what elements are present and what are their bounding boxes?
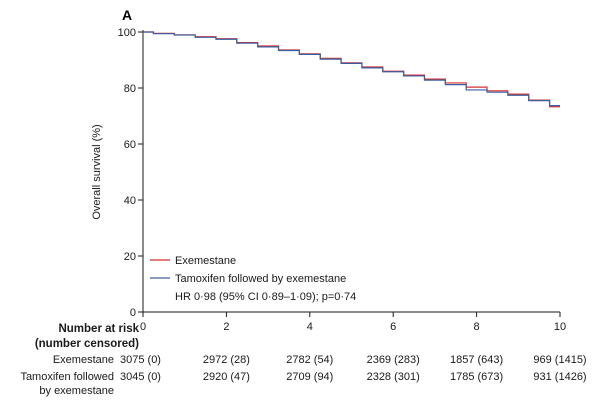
plot-axes (142, 30, 560, 313)
risk-cell: 1785 (673) (450, 371, 503, 383)
risk-cell: 2920 (47) (203, 371, 250, 383)
number-at-risk-table: Number at risk (number censored) Exemestan… (20, 323, 586, 397)
series-lines (143, 31, 560, 108)
panel-label: A (122, 7, 132, 23)
risk-cell: 2972 (28) (203, 354, 250, 366)
x-tick-label: 2 (223, 321, 229, 333)
risk-table-title: Number at risk (58, 323, 139, 335)
risk-cell: 2328 (301) (367, 371, 420, 383)
risk-cell: 2782 (54) (286, 354, 333, 366)
series-line-2 (143, 31, 560, 107)
risk-cell: 2709 (94) (286, 371, 333, 383)
risk-cell: 969 (1415) (533, 354, 586, 366)
y-axis-ticks: 0 20 40 60 80 100 (118, 27, 143, 319)
x-tick-label: 4 (307, 321, 313, 333)
y-tick-label: 0 (130, 307, 136, 319)
x-tick-label: 8 (474, 321, 480, 333)
risk-row-label: Tamoxifen followed (20, 371, 114, 383)
risk-table-subtitle: (number censored) (35, 338, 139, 350)
risk-cell: 2369 (283) (367, 354, 420, 366)
x-tick-label: 0 (140, 321, 146, 333)
y-tick-label: 100 (118, 27, 136, 39)
legend: Exemestane Tamoxifen followed by exemesta… (150, 255, 346, 285)
x-axis-ticks: 0 2 4 6 8 10 (140, 312, 566, 333)
y-tick-label: 40 (124, 195, 136, 207)
legend-label-2: Tamoxifen followed by exemestane (175, 273, 346, 285)
hazard-ratio-annotation: HR 0·98 (95% CI 0·89–1·09); p=0·74 (175, 291, 356, 303)
risk-cell: 3045 (0) (120, 371, 161, 383)
y-axis-title: Overall survival (%) (91, 124, 103, 219)
y-tick-label: 60 (124, 139, 136, 151)
legend-label-1: Exemestane (175, 255, 236, 267)
risk-row-label: by exemestane (39, 385, 114, 397)
y-tick-label: 80 (124, 83, 136, 95)
risk-cell: 931 (1426) (533, 371, 586, 383)
risk-row-label: Exemestane (53, 354, 114, 366)
risk-cell: 3075 (0) (120, 354, 161, 366)
y-tick-label: 20 (124, 251, 136, 263)
risk-cell: 1857 (643) (450, 354, 503, 366)
series-line-1 (143, 31, 560, 108)
x-tick-label: 10 (554, 321, 566, 333)
x-tick-label: 6 (390, 321, 396, 333)
